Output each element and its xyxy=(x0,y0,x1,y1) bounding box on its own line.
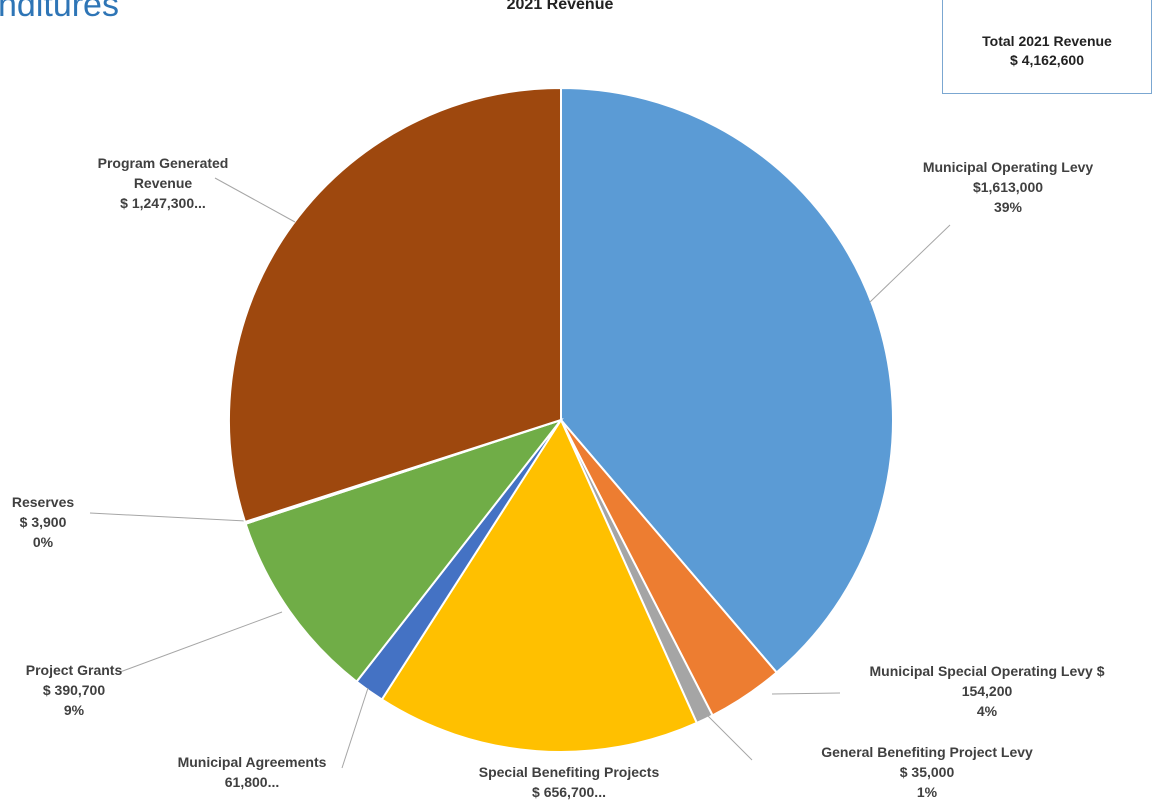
data-label-line: Municipal Agreements xyxy=(177,754,327,770)
pie-slice-municipal-operating-levy xyxy=(560,86,894,674)
leader-line xyxy=(89,512,247,522)
pie-slice-special-benefiting-projects xyxy=(380,417,699,753)
data-label-line: $ 656,700... xyxy=(532,784,606,800)
data-label-line: 4% xyxy=(976,703,998,719)
data-label-line: Revenue xyxy=(133,175,193,191)
data-label: Municipal Special Operating Levy $ 154,20… xyxy=(870,661,1105,721)
data-label: General Benefiting Project Levy $ 35,000 1… xyxy=(821,742,1033,802)
pie-slice-project-grants xyxy=(244,418,564,684)
chart-title: 2021 Revenue xyxy=(506,0,614,13)
data-label: Special Benefiting Projects $ 656,700... xyxy=(479,762,660,802)
data-label-line: 0% xyxy=(32,534,54,550)
data-label-line: $ 390,700 xyxy=(42,682,106,698)
data-label-line: 154,200 xyxy=(961,683,1013,699)
data-label-line: Project Grants xyxy=(25,662,123,678)
data-label-line: $ 1,247,300... xyxy=(120,195,206,211)
data-label-line: $1,613,000 xyxy=(972,179,1044,195)
data-label-line: $ 35,000 xyxy=(899,764,955,780)
data-label-line: Municipal Operating Levy xyxy=(922,159,1094,175)
leader-line xyxy=(119,611,283,673)
data-label-line: 1% xyxy=(916,784,938,800)
total-revenue-box: Total 2021 Revenue $ 4,162,600 xyxy=(942,0,1152,94)
slide-heading: nditures xyxy=(0,0,119,24)
leader-line xyxy=(214,177,296,223)
total-box-value: $ 4,162,600 xyxy=(1010,52,1084,68)
data-label-line: 61,800... xyxy=(224,774,280,790)
leader-line xyxy=(771,692,841,695)
data-label: Municipal Agreements 61,800... xyxy=(178,752,327,792)
leader-line xyxy=(341,687,369,769)
total-box-label: Total 2021 Revenue xyxy=(982,33,1112,49)
data-label: Project Grants $ 390,700 9% xyxy=(26,660,122,720)
data-label-line: 9% xyxy=(63,702,85,718)
data-label-line: Municipal Special Operating Levy $ xyxy=(869,663,1105,679)
leader-line xyxy=(704,712,753,761)
data-label-line: $ 3,900 xyxy=(19,514,67,530)
data-label: Reserves $ 3,900 0% xyxy=(12,492,74,552)
data-label-line: Reserves xyxy=(11,494,75,510)
data-label-line: 39% xyxy=(993,199,1023,215)
data-label-line: General Benefiting Project Levy xyxy=(821,744,1033,760)
data-label: Program Generated Revenue $ 1,247,300... xyxy=(98,153,229,213)
data-label-line: Special Benefiting Projects xyxy=(478,764,660,780)
data-label-line: Program Generated xyxy=(97,155,229,171)
pie-slice-program-generated-revenue xyxy=(227,86,562,524)
leader-line xyxy=(869,224,951,303)
data-label: Municipal Operating Levy $1,613,000 39% xyxy=(923,157,1093,217)
